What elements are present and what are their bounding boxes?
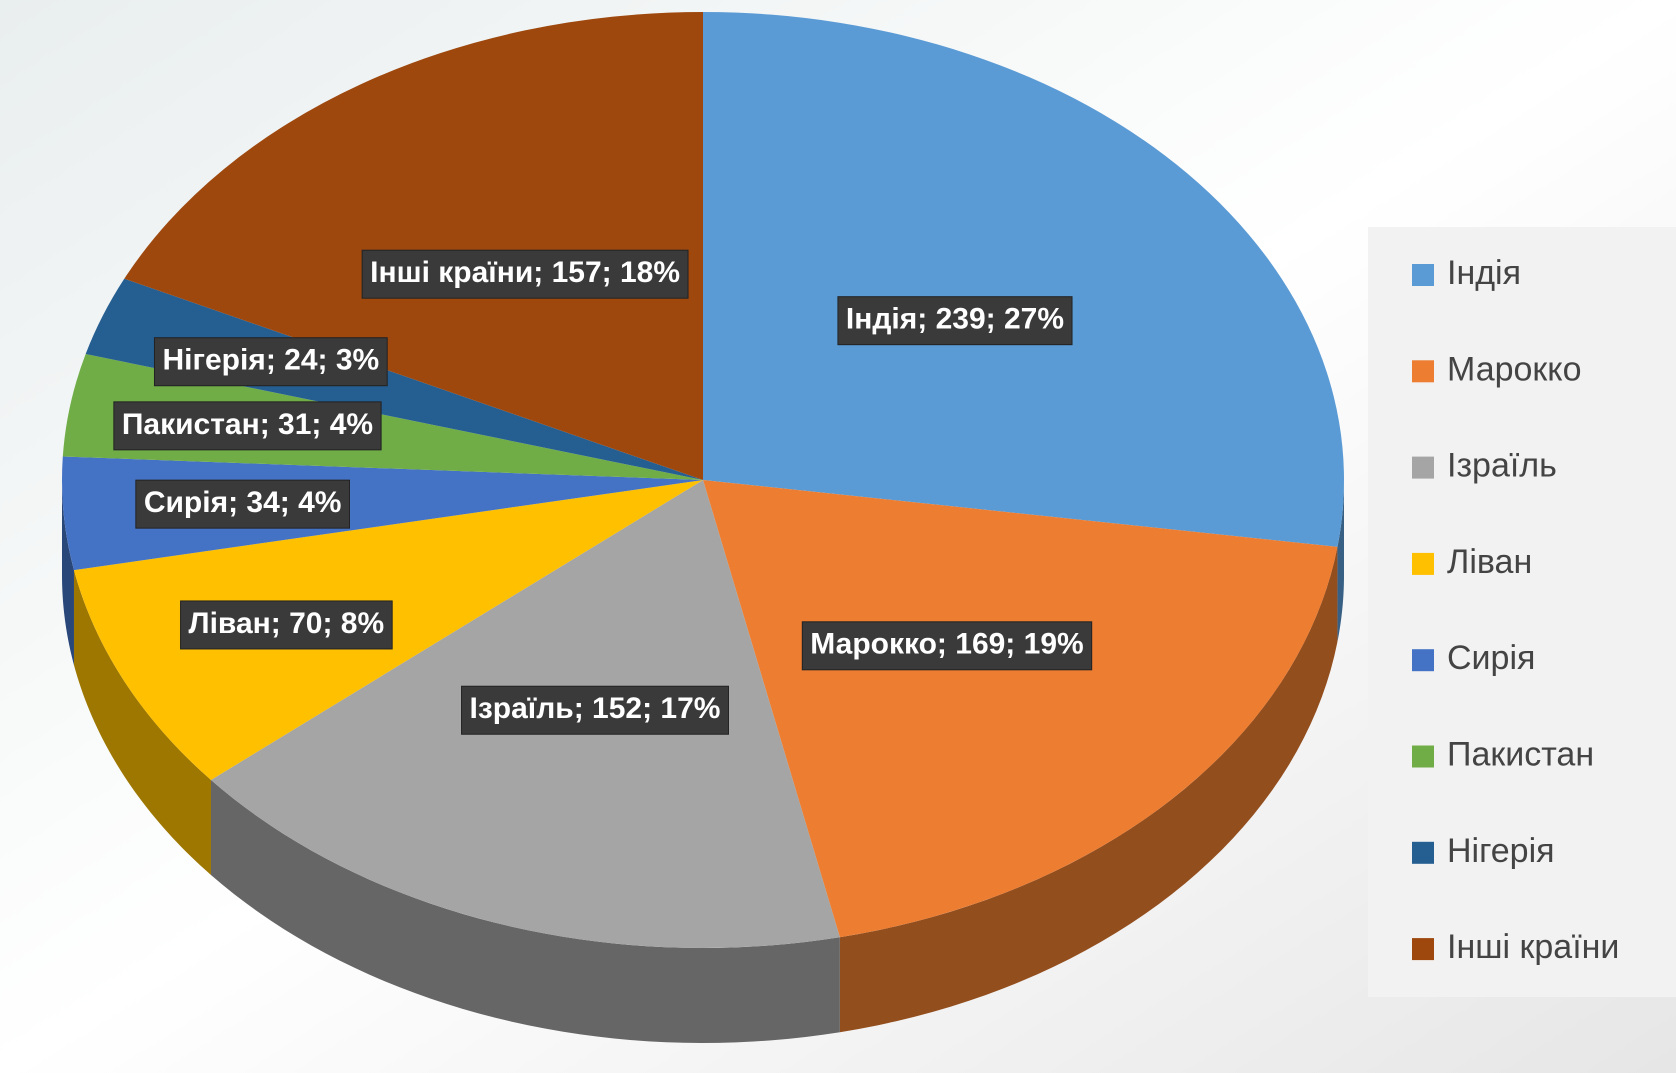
- legend-label: Індія: [1447, 254, 1521, 292]
- slice: [703, 480, 1338, 938]
- legend-label: Сирія: [1447, 639, 1535, 677]
- legend-swatch: [1412, 745, 1434, 768]
- data-label: Пакистан; 31; 4%: [113, 401, 382, 451]
- slice: [703, 12, 1345, 547]
- slice-side: [73, 570, 211, 875]
- legend-swatch: [1412, 360, 1434, 383]
- data-label-box: [135, 479, 350, 529]
- data-label-text: Ліван; 70; 8%: [189, 607, 385, 640]
- slice-side: [1337, 480, 1344, 642]
- data-label-box: [180, 600, 393, 650]
- slice-side: [839, 546, 1338, 1033]
- legend-label: Інші країни: [1447, 928, 1619, 966]
- slice: [85, 278, 703, 480]
- data-label-box: [837, 296, 1073, 346]
- legend-label: Ізраїль: [1447, 447, 1557, 485]
- data-label: Ізраїль; 152; 17%: [461, 685, 729, 735]
- legend-label: Пакистан: [1447, 735, 1594, 773]
- data-label-text: Пакистан; 31; 4%: [122, 408, 373, 441]
- data-label: Нігерія; 24; 3%: [153, 337, 388, 387]
- legend-swatch: [1412, 552, 1434, 575]
- data-label: Ліван; 70; 8%: [180, 600, 393, 650]
- data-label-text: Інші країни; 157; 18%: [370, 256, 680, 289]
- data-label-box: [461, 685, 729, 735]
- legend-label: Марокко: [1447, 350, 1581, 388]
- data-label: Індія; 239; 27%: [837, 296, 1073, 346]
- legend-swatch: [1412, 649, 1434, 672]
- data-label-text: Ізраїль; 152; 17%: [470, 692, 721, 725]
- data-label: Сирія; 34; 4%: [135, 479, 350, 529]
- data-label: Інші країни; 157; 18%: [361, 249, 689, 299]
- data-label: Марокко; 169; 19%: [801, 621, 1093, 671]
- slice: [124, 12, 704, 480]
- legend-swatch: [1412, 456, 1434, 479]
- data-label-box: [153, 337, 388, 387]
- legend-swatch: [1412, 841, 1434, 864]
- data-label-box: [113, 401, 382, 451]
- legend-label: Ліван: [1447, 543, 1532, 581]
- data-label-text: Індія; 239; 27%: [846, 303, 1064, 336]
- slice-side: [210, 779, 840, 1043]
- data-label-text: Сирія; 34; 4%: [144, 486, 342, 519]
- data-label-box: [361, 249, 689, 299]
- legend-box: [1368, 227, 1676, 997]
- legend-swatch: [1412, 938, 1434, 961]
- data-label-text: Марокко; 169; 19%: [810, 628, 1083, 661]
- slice-side: [62, 480, 74, 666]
- data-label-text: Нігерія; 24; 3%: [162, 344, 379, 377]
- legend-swatch: [1412, 264, 1434, 286]
- data-label-box: [801, 621, 1093, 671]
- legend-label: Нігерія: [1447, 832, 1555, 870]
